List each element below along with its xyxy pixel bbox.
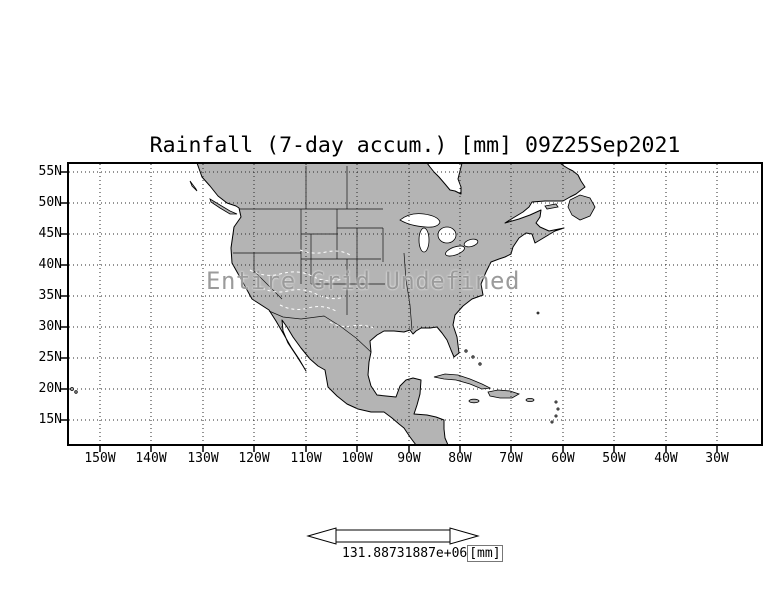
lon-label: 150W	[84, 451, 116, 466]
lon-label: 110W	[290, 451, 322, 466]
map-content	[69, 164, 761, 444]
lon-label: 60W	[551, 451, 575, 466]
map-frame	[67, 162, 763, 446]
lon-label: 40W	[654, 451, 678, 466]
chart-title: Rainfall (7-day accum.) [mm] 09Z25Sep202…	[149, 133, 681, 158]
axis-ticks	[60, 171, 718, 452]
lat-label: 40N	[38, 257, 62, 272]
lon-label: 80W	[448, 451, 472, 466]
lon-label: 130W	[187, 451, 219, 466]
colorbar-label: 131.88731887e+06 [mm]	[342, 545, 503, 562]
lon-label: 70W	[499, 451, 523, 466]
lat-label: 25N	[38, 350, 62, 365]
colorbar-unit: [mm]	[467, 545, 503, 562]
colorbar-value: 131.88731887e+06	[342, 546, 468, 561]
undefined-grid-text: Entire Grid Undefined	[206, 267, 520, 295]
undefined-contours	[249, 249, 375, 329]
lon-label: 30W	[705, 451, 729, 466]
lon-label: 140W	[135, 451, 167, 466]
lat-label: 35N	[38, 288, 62, 303]
lat-label: 55N	[38, 164, 62, 179]
lat-label: 45N	[38, 226, 62, 241]
lat-label: 50N	[38, 195, 62, 210]
lon-label: 90W	[397, 451, 421, 466]
grid-lines	[69, 164, 761, 444]
lat-label: 15N	[38, 412, 62, 427]
lon-label: 120W	[238, 451, 270, 466]
lon-label: 50W	[602, 451, 626, 466]
lon-label: 100W	[341, 451, 373, 466]
lat-label: 20N	[38, 381, 62, 396]
colorbar-arrow	[306, 527, 480, 545]
landmass	[196, 164, 586, 444]
lat-label: 30N	[38, 319, 62, 334]
